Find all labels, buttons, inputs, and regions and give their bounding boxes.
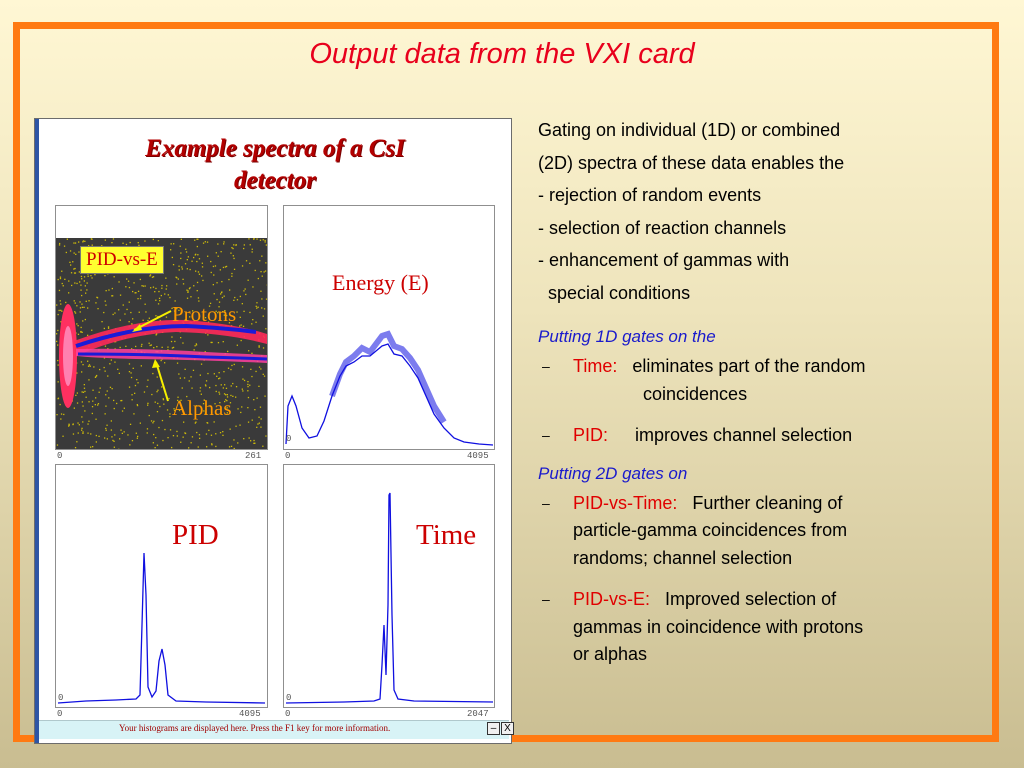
pid-label: PID <box>172 519 219 551</box>
pid-spectrum-line <box>57 552 266 704</box>
minimize-button[interactable]: – <box>487 722 500 735</box>
alphas-label: Alphas <box>172 396 232 420</box>
bullet-dash: – <box>542 591 550 607</box>
body-line-2: (2D) spectra of these data enables the <box>538 152 845 173</box>
bullet-time: – Time: eliminates part of the random co… <box>538 353 988 408</box>
figure-title: Example spectra of a CsI detector <box>75 133 475 197</box>
status-bar: Your histograms are displayed here. Pres… <box>39 720 514 739</box>
bullet-text: improves channel selection <box>635 425 853 445</box>
bullet-dash: – <box>542 427 550 443</box>
figure-title-line1: Example spectra of a CsI <box>145 135 405 162</box>
energy-axis-max: 4095 <box>467 451 489 461</box>
bullet-key: PID-vs-Time: <box>573 492 678 513</box>
description-text: Gating on individual (1D) or combined (2… <box>538 114 988 669</box>
bullet-key: PID: <box>573 425 609 445</box>
status-text: Your histograms are displayed here. Pres… <box>119 723 391 733</box>
energy-axis-min: 0 <box>285 451 291 461</box>
body-line-4: - selection of reaction channels <box>538 217 787 238</box>
bullet-key: PID-vs-E: <box>573 589 651 609</box>
bullet-dash: – <box>542 358 550 374</box>
bullet-text: eliminates part of the random <box>632 356 866 376</box>
energy-panel[interactable]: Energy (E) 0 <box>283 205 495 450</box>
close-button[interactable]: X <box>501 722 514 735</box>
pid-axis-max: 4095 <box>239 709 261 719</box>
bullet-dash: – <box>542 494 550 511</box>
time-axis-min: 0 <box>285 709 291 719</box>
bullet-text: Further cleaning of <box>692 492 843 513</box>
bullet-key: Time: <box>573 356 618 376</box>
pid-y-zero: 0 <box>58 693 64 703</box>
slide-title: Output data from the VXI card <box>309 38 695 70</box>
protons-label: Protons <box>172 302 237 326</box>
pid-vs-e-box-label: PID-vs-E <box>80 246 164 274</box>
pid-vs-e-panel[interactable]: PID-vs-E Protons Alphas <box>55 205 268 450</box>
energy-spectrum <box>285 330 494 446</box>
time-label: Time <box>416 519 477 551</box>
time-axis-max: 2047 <box>467 709 489 719</box>
energy-y-zero: 0 <box>286 434 292 444</box>
time-panel[interactable]: Time 0 <box>283 464 495 708</box>
bullet-text-cont: or alphas <box>573 644 648 664</box>
time-spectrum <box>285 492 494 704</box>
bullet-text-cont: particle-gamma coincidences from <box>573 520 848 540</box>
bullet-text-cont: gammas in coincidence with protons <box>573 616 864 637</box>
body-line-5: - enhancement of gammas with <box>538 250 790 270</box>
body-line-1: Gating on individual (1D) or combined <box>538 120 841 140</box>
histogram-window: Example spectra of a CsI detector <box>34 118 514 744</box>
pid-spectrum <box>57 552 266 704</box>
body-line-3: - rejection of random events <box>538 185 762 205</box>
time-y-zero: 0 <box>286 693 292 703</box>
body-line-6: special conditions <box>548 282 691 303</box>
figure-title-line2: detector <box>234 167 316 194</box>
pid-panel[interactable]: PID 0 <box>55 464 268 708</box>
energy-label: Energy (E) <box>332 270 429 295</box>
section-1d-heading: Putting 1D gates on the <box>538 327 716 346</box>
bullet-pid-vs-e: – PID-vs-E: Improved selection of gammas… <box>538 586 988 669</box>
bullet-text-cont: coincidences <box>643 383 748 404</box>
bullet-pid: – PID: improves channel selection <box>538 422 988 450</box>
energy-spectrum-line <box>285 343 494 446</box>
pid-vs-e-plot <box>56 238 267 449</box>
bullet-text-cont: randoms; channel selection <box>573 547 793 568</box>
window-edge <box>35 119 39 743</box>
pid-vs-e-axis-min: 0 <box>57 451 63 461</box>
bullet-pid-vs-time: – PID-vs-Time: Further cleaning of parti… <box>538 490 988 573</box>
bullet-text: Improved selection of <box>665 589 837 609</box>
pid-vs-e-axis-max: 261 <box>245 451 262 461</box>
pid-axis-min: 0 <box>57 709 63 719</box>
section-2d-heading: Putting 2D gates on <box>538 463 688 483</box>
time-spectrum-line <box>285 492 494 704</box>
